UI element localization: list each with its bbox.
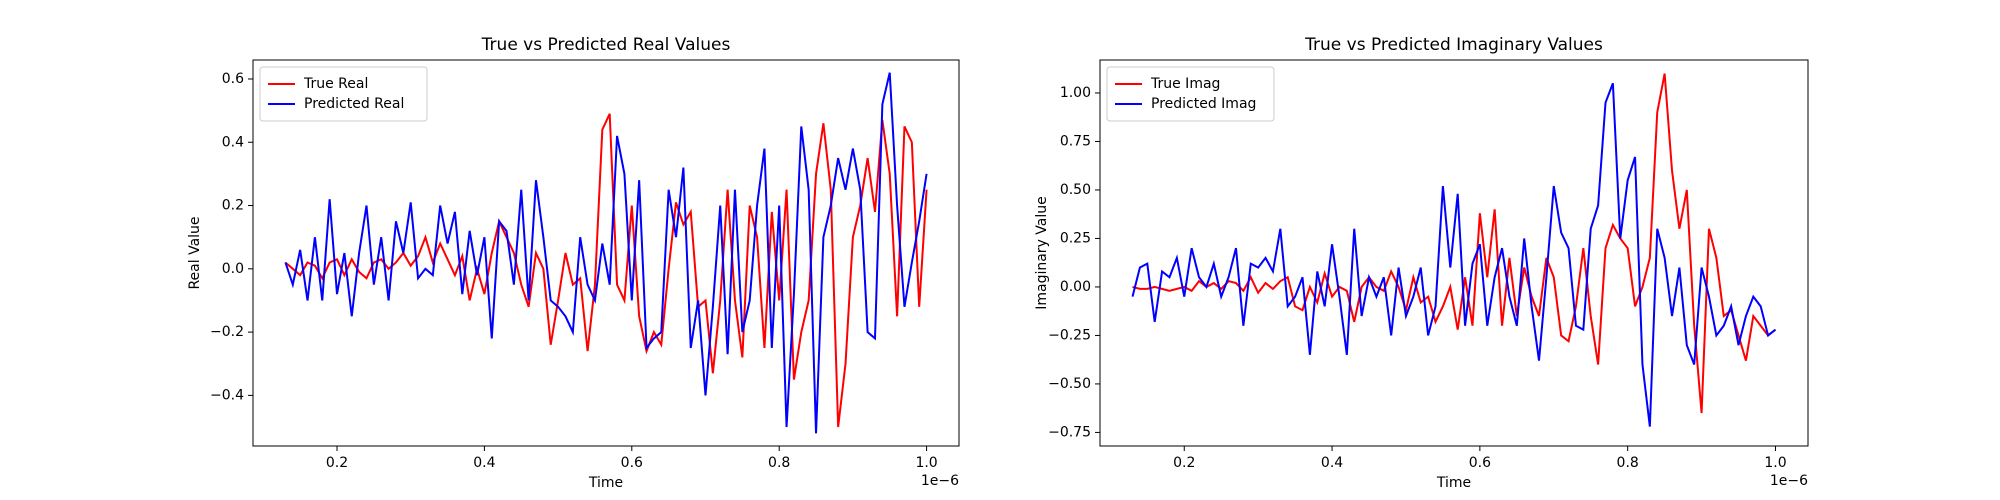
plot-area: True vs Predicted Imaginary Values −0.75 −…: [1034, 35, 1809, 491]
x-tick-label: 0.6: [621, 455, 643, 471]
x-offset-label: 1e−6: [921, 473, 959, 489]
y-tick-label: −0.4: [210, 387, 244, 403]
data-line: [284, 72, 928, 434]
x-tick-label: 0.6: [1469, 455, 1491, 471]
x-axis-label: Time: [588, 475, 623, 491]
legend: True Real Predicted Real: [259, 66, 428, 122]
x-tick-label: 0.8: [768, 455, 790, 471]
data-line: [1132, 73, 1777, 414]
y-tick-label: 0.50: [1060, 182, 1091, 198]
y-tick-label: 0.0: [222, 261, 244, 277]
x-tick-label: 1.0: [1764, 455, 1786, 471]
legend-label: Predicted Real: [304, 96, 404, 112]
y-tick-label: 0.6: [222, 71, 244, 87]
data-line: [1131, 82, 1777, 427]
y-tick-label: −0.25: [1048, 327, 1091, 343]
x-axis-label: Time: [1436, 475, 1471, 491]
y-tick-label: 0.00: [1060, 279, 1091, 295]
y-tick-label: 0.4: [222, 134, 244, 150]
x-tick-label: 0.2: [326, 455, 348, 471]
x-tick-label: 0.4: [1321, 455, 1343, 471]
y-tick-label: 0.75: [1060, 133, 1091, 149]
axes-frame: [1099, 59, 1809, 447]
x-tick-label: 0.8: [1617, 455, 1639, 471]
y-tick-label: 1.00: [1060, 85, 1091, 101]
y-tick-label: −0.2: [210, 324, 244, 340]
x-tick-label: 1.0: [915, 455, 937, 471]
chart-title: True vs Predicted Real Values: [481, 35, 731, 55]
legend-box: [1106, 66, 1275, 122]
y-tick-label: 0.2: [222, 198, 244, 214]
y-tick-label: −0.50: [1048, 376, 1091, 392]
y-axis-label: Imaginary Value: [1034, 196, 1050, 310]
axes-frame: [252, 59, 960, 447]
legend-label: True Imag: [1150, 76, 1220, 92]
data-line: [284, 113, 928, 428]
plot-area: True vs Predicted Real Values −0.4 −0.2 0.0…: [187, 35, 960, 491]
chart-title: True vs Predicted Imaginary Values: [1304, 35, 1603, 55]
x-tick-label: 0.4: [473, 455, 495, 471]
legend-box: [259, 66, 428, 122]
y-tick-label: −0.75: [1048, 424, 1091, 440]
legend-label: Predicted Imag: [1151, 96, 1256, 112]
legend: True Imag Predicted Imag: [1106, 66, 1275, 122]
x-offset-label: 1e−6: [1770, 473, 1808, 489]
x-tick-label: 0.2: [1173, 455, 1195, 471]
y-axis-label: Real Value: [187, 216, 203, 289]
legend-label: True Real: [303, 76, 368, 92]
y-tick-label: 0.25: [1060, 230, 1091, 246]
